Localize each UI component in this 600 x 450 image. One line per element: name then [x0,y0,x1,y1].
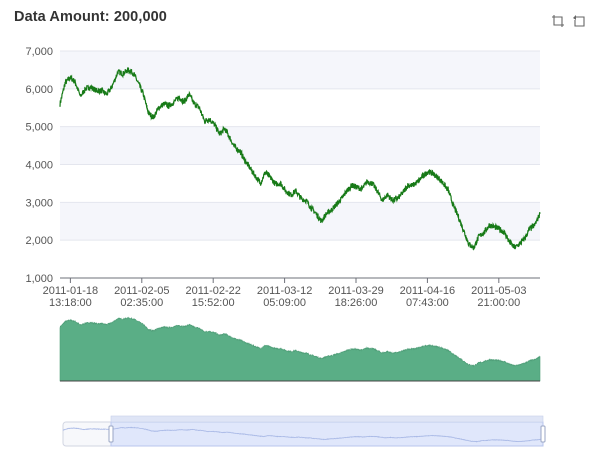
x-tick-label: 2011-02-05 [114,285,169,297]
grid-band [60,51,540,89]
grid-bands [60,51,540,241]
x-tick-label: 2011-04-16 [400,285,455,297]
grid-lines [60,50,540,279]
price-series-line [59,67,541,251]
x-tick-label: 21:00:00 [477,297,520,309]
y-axis-tick-labels: 1,000 2,000 3,000 4,000 5,000 6,000 7,000 [25,46,53,285]
x-tick-label: 2011-01-18 [43,285,98,297]
overview-area-fill [59,316,541,382]
y-tick-label: 6,000 [25,84,53,96]
x-tick-label: 13:18:00 [49,297,92,309]
overview-area-chart [59,316,541,382]
x-tick-label: 07:43:00 [406,297,449,309]
y-tick-label: 5,000 [25,122,53,134]
data-zoom-slider [62,415,546,447]
x-tick-label: 2011-05-03 [471,285,526,297]
y-tick-label: 3,000 [25,197,53,209]
x-tick-label: 15:52:00 [192,297,235,309]
zoom-reset-icon[interactable] [572,14,586,28]
x-tick-label: 2011-03-29 [328,285,383,297]
y-tick-label: 7,000 [25,46,53,58]
slider-move-handle[interactable] [110,415,544,423]
chart-title: Data Amount: 200,000 [14,9,167,25]
slider-data-shadow [62,426,544,443]
y-tick-label: 1,000 [25,273,53,285]
data-zoom-icon[interactable] [551,14,565,28]
slider-selected-window[interactable] [110,421,544,447]
grid-band [60,126,540,165]
x-tick-label: 05:09:00 [263,297,306,309]
y-tick-label: 2,000 [25,235,53,247]
slider-left-handle[interactable] [108,425,114,443]
grid-band [60,202,540,241]
x-tick-label: 2011-02-22 [185,285,240,297]
x-tick-label: 02:35:00 [120,297,163,309]
y-tick-label: 4,000 [25,160,53,172]
x-tick-label: 2011-03-12 [257,285,312,297]
x-tick-label: 18:26:00 [335,297,378,309]
slider-right-handle[interactable] [540,425,546,443]
